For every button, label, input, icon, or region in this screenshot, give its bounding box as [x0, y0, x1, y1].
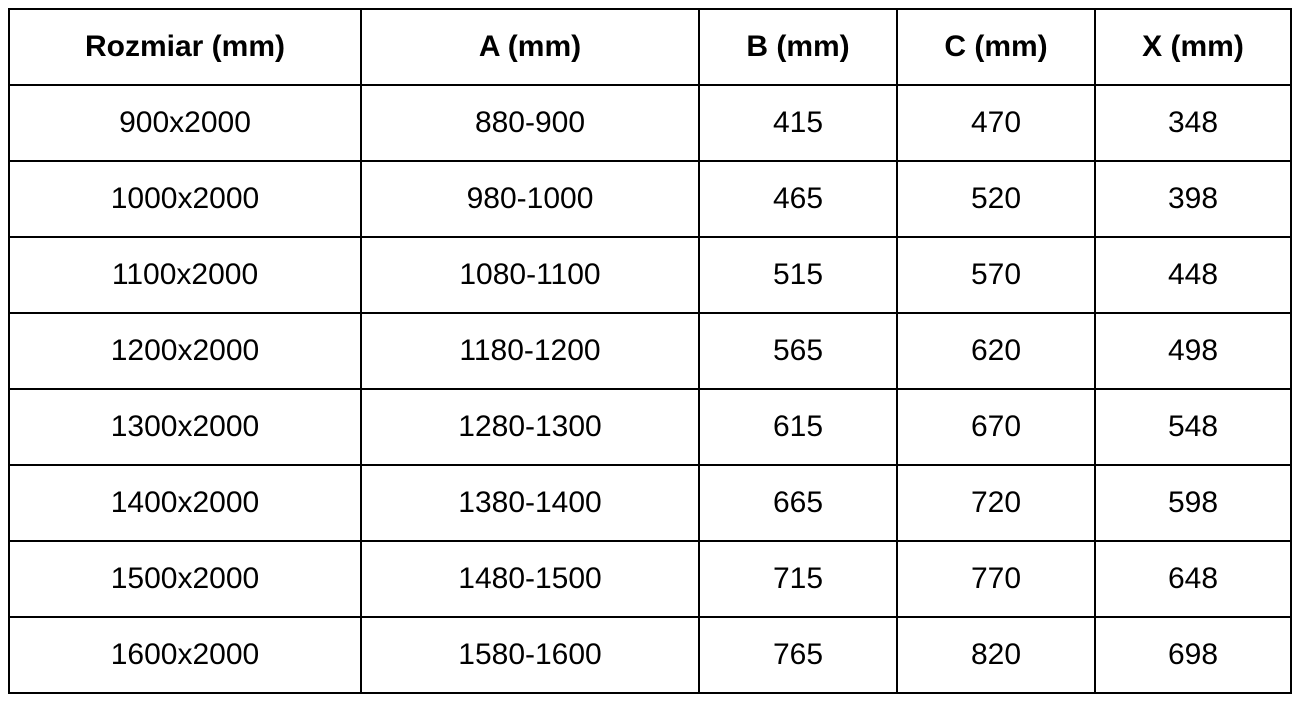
header-b: B (mm): [698, 8, 898, 86]
cell-a: 1380-1400: [360, 464, 700, 542]
table-row: 1200x2000 1180-1200 565 620 498: [8, 312, 1292, 390]
cell-size: 1400x2000: [8, 464, 362, 542]
cell-size: 1500x2000: [8, 540, 362, 618]
cell-x: 498: [1094, 312, 1292, 390]
cell-x: 398: [1094, 160, 1292, 238]
cell-c: 620: [896, 312, 1096, 390]
table-row: 1400x2000 1380-1400 665 720 598: [8, 464, 1292, 542]
cell-size: 1200x2000: [8, 312, 362, 390]
dimensions-table: Rozmiar (mm) A (mm) B (mm) C (mm) X (mm)…: [8, 8, 1292, 694]
cell-x: 698: [1094, 616, 1292, 694]
cell-c: 720: [896, 464, 1096, 542]
header-c: C (mm): [896, 8, 1096, 86]
cell-b: 415: [698, 84, 898, 162]
cell-b: 765: [698, 616, 898, 694]
header-row: Rozmiar (mm) A (mm) B (mm) C (mm) X (mm): [8, 8, 1292, 86]
cell-c: 770: [896, 540, 1096, 618]
cell-b: 565: [698, 312, 898, 390]
table-body: 900x2000 880-900 415 470 348 1000x2000 980-100…: [8, 84, 1292, 694]
cell-c: 470: [896, 84, 1096, 162]
cell-size: 1600x2000: [8, 616, 362, 694]
table-row: 1500x2000 1480-1500 715 770 648: [8, 540, 1292, 618]
table-row: 1000x2000 980-1000 465 520 398: [8, 160, 1292, 238]
table-row: 900x2000 880-900 415 470 348: [8, 84, 1292, 162]
cell-x: 548: [1094, 388, 1292, 466]
cell-size: 900x2000: [8, 84, 362, 162]
cell-size: 1100x2000: [8, 236, 362, 314]
cell-a: 980-1000: [360, 160, 700, 238]
cell-a: 1180-1200: [360, 312, 700, 390]
table-row: 1600x2000 1580-1600 765 820 698: [8, 616, 1292, 694]
cell-c: 570: [896, 236, 1096, 314]
cell-c: 520: [896, 160, 1096, 238]
header-a: A (mm): [360, 8, 700, 86]
cell-a: 880-900: [360, 84, 700, 162]
cell-b: 515: [698, 236, 898, 314]
cell-c: 820: [896, 616, 1096, 694]
cell-b: 465: [698, 160, 898, 238]
cell-x: 348: [1094, 84, 1292, 162]
header-size: Rozmiar (mm): [8, 8, 362, 86]
cell-b: 665: [698, 464, 898, 542]
cell-a: 1280-1300: [360, 388, 700, 466]
header-x: X (mm): [1094, 8, 1292, 86]
cell-b: 615: [698, 388, 898, 466]
cell-x: 648: [1094, 540, 1292, 618]
cell-x: 598: [1094, 464, 1292, 542]
table-row: 1300x2000 1280-1300 615 670 548: [8, 388, 1292, 466]
cell-b: 715: [698, 540, 898, 618]
cell-x: 448: [1094, 236, 1292, 314]
cell-a: 1080-1100: [360, 236, 700, 314]
table-row: 1100x2000 1080-1100 515 570 448: [8, 236, 1292, 314]
cell-size: 1000x2000: [8, 160, 362, 238]
cell-size: 1300x2000: [8, 388, 362, 466]
cell-a: 1480-1500: [360, 540, 700, 618]
cell-a: 1580-1600: [360, 616, 700, 694]
cell-c: 670: [896, 388, 1096, 466]
